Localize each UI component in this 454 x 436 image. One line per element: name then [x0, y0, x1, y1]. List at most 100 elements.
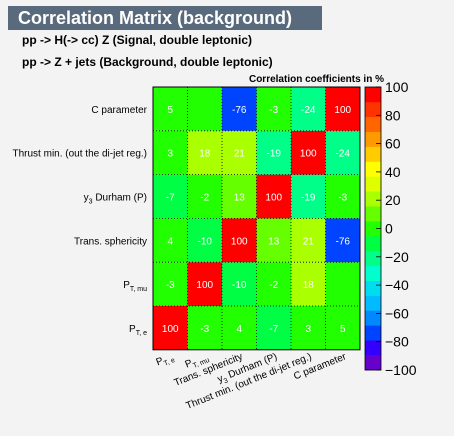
cell-value-label: 100 — [265, 193, 282, 204]
cell-value-label: -3 — [338, 193, 347, 204]
palette-tick-label: −100 — [385, 362, 417, 378]
heatmap-cell — [187, 87, 222, 131]
palette-segment — [365, 310, 381, 326]
palette-segment — [365, 325, 381, 341]
palette-tick-label: 0 — [385, 221, 393, 237]
palette-tick-label: 20 — [385, 192, 401, 208]
heatmap-cell — [256, 306, 291, 350]
cell-value-label: 3 — [167, 149, 173, 160]
heatmap-cell — [187, 262, 222, 306]
palette-segment — [365, 161, 381, 177]
heatmap-cell — [256, 130, 291, 175]
cell-value-label: -24 — [301, 105, 316, 116]
heatmap-cell — [187, 174, 222, 219]
signal-process-label: pp -> H(-> cc) Z (Signal, double leptoni… — [22, 33, 253, 47]
cell-value-label: 13 — [234, 193, 246, 204]
cell-value-label: 18 — [303, 280, 315, 291]
plot-title: Correlation Matrix (background) — [8, 6, 322, 30]
cell-value-label: 5 — [340, 324, 346, 335]
heatmap-cell — [256, 262, 291, 306]
background-process-label: pp -> Z + jets (Background, double lepto… — [22, 55, 273, 69]
cell-value-label: -3 — [269, 105, 278, 116]
palette-tick-label: −60 — [385, 305, 409, 321]
palette-segment — [365, 250, 381, 267]
cell-value-label: -10 — [198, 236, 213, 247]
y-tick-label: y3 Durham (P) — [84, 193, 147, 206]
heatmap-cell — [153, 306, 188, 350]
palette-tick-label: 100 — [385, 79, 409, 95]
cell-value-label: -19 — [301, 193, 316, 204]
heatmap-cell — [153, 218, 188, 263]
y-tick-label: PT, mu — [123, 280, 147, 293]
palette-tick-label: 40 — [385, 164, 401, 180]
cell-value-label: -10 — [232, 280, 247, 291]
palette-segment — [365, 191, 381, 207]
heatmap-cell — [222, 262, 257, 306]
cell-value-label: -76 — [232, 105, 247, 116]
y-tick-label: Trans. sphericity — [74, 236, 147, 247]
cell-value-label: -7 — [166, 193, 175, 204]
palette-tick-label: −80 — [385, 334, 409, 350]
cell-value-label: 4 — [167, 236, 173, 247]
heatmap-cell — [325, 262, 360, 306]
cell-value-label: -3 — [200, 324, 209, 335]
heatmap-cell — [325, 174, 360, 219]
palette-segment — [365, 146, 381, 162]
cell-value-label: 3 — [305, 324, 311, 335]
y-tick-label: PT, e — [129, 324, 147, 337]
y-tick-label: Thrust min. (out the di-jet reg.) — [13, 149, 148, 160]
heatmap-cell — [291, 262, 326, 306]
palette-segment — [365, 87, 381, 103]
heatmap-cell — [153, 87, 188, 131]
palette-tick-label: 80 — [385, 107, 401, 123]
heatmap-cell — [291, 130, 326, 175]
heatmap-cell — [153, 174, 188, 219]
heatmap-cell — [256, 174, 291, 219]
palette-tick-label: −40 — [385, 277, 409, 293]
palette-tick-label: −20 — [385, 249, 409, 265]
cell-value-label: 100 — [334, 105, 351, 116]
heatmap-cell — [325, 87, 360, 131]
heatmap-cell — [153, 130, 188, 175]
palette-segment — [365, 131, 381, 147]
cell-value-label: 100 — [231, 236, 248, 247]
palette-segment — [365, 176, 381, 192]
chart-title: Correlation coefficients in % — [249, 74, 384, 85]
palette-segment — [365, 116, 381, 132]
heatmap-cell — [222, 174, 257, 219]
cell-value-label: 13 — [268, 236, 280, 247]
palette-segment — [365, 340, 381, 356]
cell-value-label: 5 — [167, 105, 173, 116]
palette-segment — [365, 221, 381, 237]
heatmap-cell — [291, 174, 326, 219]
cell-value-label: 100 — [300, 149, 317, 160]
cell-value-label: 21 — [303, 236, 315, 247]
cell-value-label: -76 — [336, 236, 351, 247]
heatmap-cell — [325, 218, 360, 263]
cell-value-label: 21 — [234, 149, 246, 160]
cell-value-label: -2 — [269, 280, 278, 291]
y-tick-label: C parameter — [91, 105, 147, 116]
heatmap-cell — [187, 218, 222, 263]
palette-segment — [365, 265, 381, 281]
plot-frame — [152, 86, 361, 351]
cell-value-label: -7 — [269, 324, 278, 335]
heatmap-cell — [153, 262, 188, 306]
cell-value-label: -24 — [336, 149, 351, 160]
heatmap-cell — [291, 306, 326, 350]
heatmap-cell — [325, 306, 360, 350]
heatmap-cell — [222, 218, 257, 263]
heatmap-cell — [291, 87, 326, 131]
palette-segment — [365, 206, 381, 222]
cell-value-label: 4 — [236, 324, 242, 335]
heatmap-cell — [291, 218, 326, 263]
palette-segment — [365, 295, 381, 311]
palette-segment — [365, 235, 381, 252]
palette-tick-label: 60 — [385, 136, 401, 152]
cell-value-label: 100 — [162, 324, 179, 335]
x-tick-label: PT, e — [155, 351, 177, 370]
heatmap-cell — [222, 87, 257, 131]
cell-value-label: -3 — [166, 280, 175, 291]
cell-value-label: 18 — [199, 149, 211, 160]
